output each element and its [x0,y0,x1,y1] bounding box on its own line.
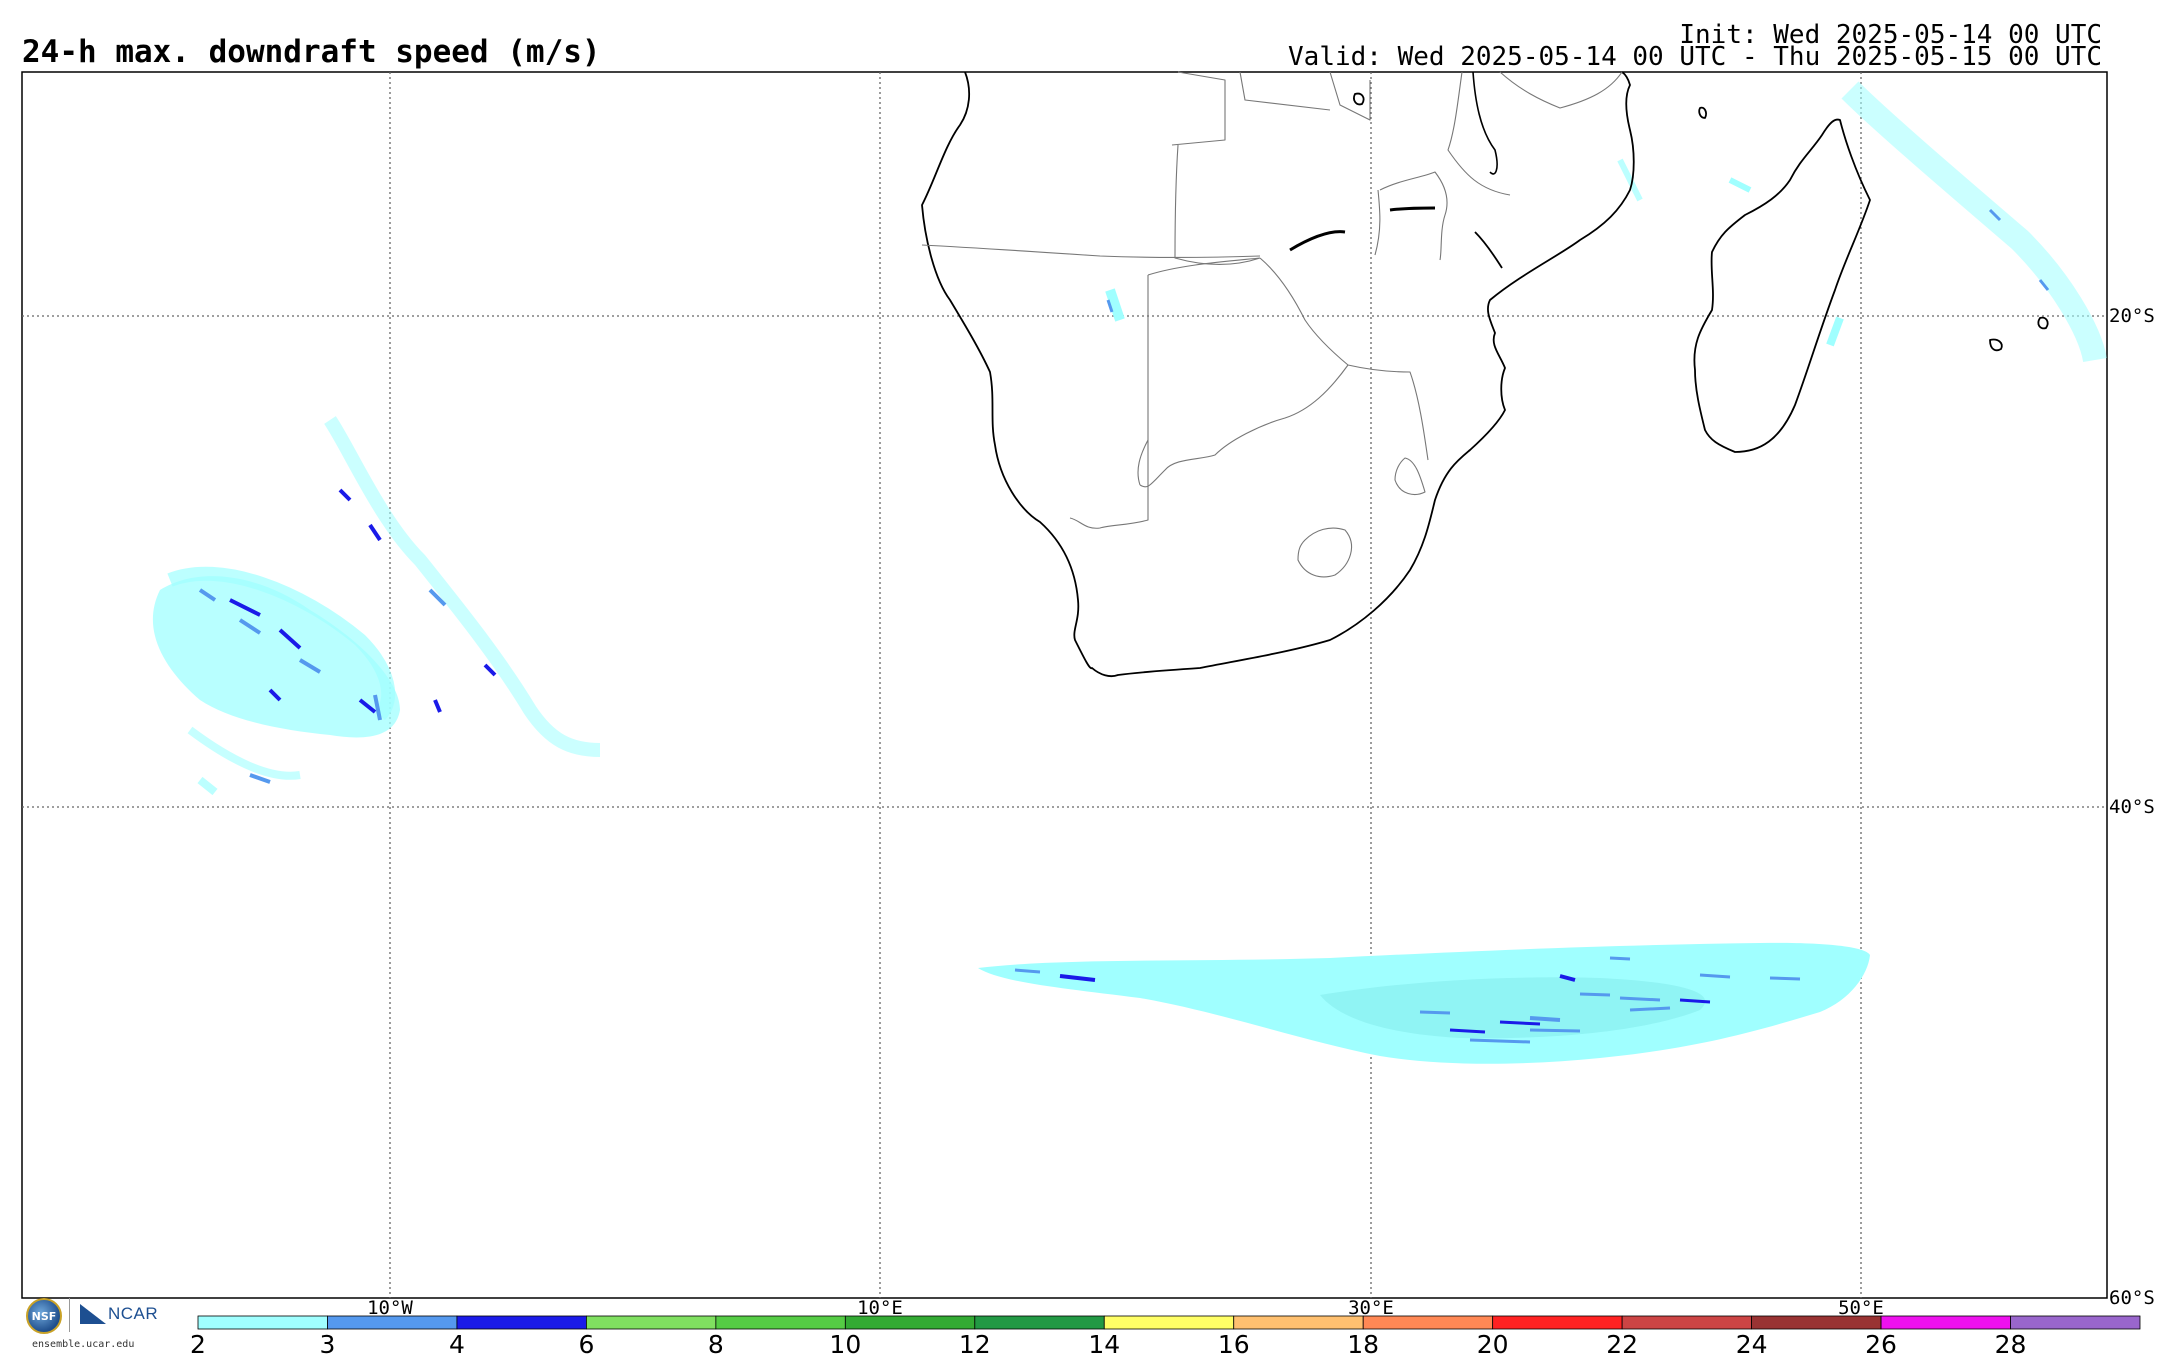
reunion-island [1989,338,2003,352]
ncar-label: NCAR [108,1304,159,1323]
lon-label-30e: 30°E [1348,1297,1394,1319]
colorbar-tick-label: 20 [1477,1330,1509,1354]
ncar-logo: NCAR [80,1304,158,1324]
colorbar-segment [456,1315,587,1330]
colorbar-tick-label: 26 [1865,1330,1897,1354]
colorbar-segment [1492,1315,1623,1330]
colorbar-segment [327,1315,458,1330]
colorbar: 2 3 4 6 8 10 12 14 16 18 20 22 24 26 28 [190,1315,2141,1354]
downdraft-field-west-cluster [152,416,601,796]
colorbar-segment [197,1315,328,1330]
init-time-label: Init: Wed 2025-05-14 00 UTC [1679,20,2102,50]
graticule [22,72,2107,1298]
lon-label-10e: 10°E [857,1297,903,1319]
lake-victoria-lower [1353,92,1365,106]
colorbar-segment [1621,1315,1752,1330]
africa-coastline [921,71,1635,678]
ncar-mark-icon [80,1304,106,1324]
colorbar-segment [1362,1315,1494,1330]
valid-time-label: Valid: Wed 2025-05-14 00 UTC - Thu 2025-… [1288,42,2102,72]
lake-kariba [1289,230,1346,252]
nsf-logo: NSF [26,1298,62,1334]
madagascar-coastline [1693,118,1871,453]
colorbar-tick-label: 22 [1606,1330,1638,1354]
chart-title: 24-h max. downdraft speed (m/s) [22,34,601,70]
colorbar-tick-label: 4 [449,1330,465,1354]
colorbar-tick-label: 16 [1218,1330,1250,1354]
colorbar-tick-label: 12 [959,1330,991,1354]
colorbar-tick-label: 2 [190,1330,206,1354]
mauritius-island [2037,316,2049,330]
colorbar-tick-label: 28 [1995,1330,2027,1354]
lake-malawi [1472,71,1498,175]
colorbar-segment [715,1315,846,1330]
colorbar-tick-label: 10 [829,1330,861,1354]
lat-label-20s: 20°S [2109,305,2155,327]
colorbar-tick-label: 14 [1088,1330,1120,1354]
country-borders [921,71,1623,578]
colorbar-segment [586,1315,717,1330]
downdraft-field-northeast [1105,81,2107,363]
colorbar-segment [1751,1315,1882,1330]
site-url: ensemble.ucar.edu [32,1339,135,1350]
lat-label-40s: 40°S [2109,796,2155,818]
coastlines [921,71,2049,678]
comoros-island [1698,106,1707,119]
lake-cahora [1389,206,1436,212]
lake-mweru [1474,231,1503,269]
logo-separator [69,1298,70,1332]
colorbar-tick-label: 18 [1347,1330,1379,1354]
colorbar-segment [1880,1315,2011,1330]
colorbar-segment [1103,1315,1235,1330]
colorbar-segment [1233,1315,1364,1330]
colorbar-tick-label: 8 [708,1330,724,1354]
lon-label-10w: 10°W [367,1297,413,1319]
colorbar-tick-label: 24 [1736,1330,1768,1354]
lat-label-60s: 60°S [2109,1287,2155,1309]
colorbar-tick-label: 6 [578,1330,594,1354]
colorbar-segment [974,1315,1105,1330]
colorbar-segment [844,1315,976,1330]
downdraft-field-south-band [978,942,1870,1064]
colorbar-segment [2010,1315,2141,1330]
lon-label-50e: 50°E [1838,1297,1884,1319]
colorbar-tick-label: 3 [320,1330,336,1354]
